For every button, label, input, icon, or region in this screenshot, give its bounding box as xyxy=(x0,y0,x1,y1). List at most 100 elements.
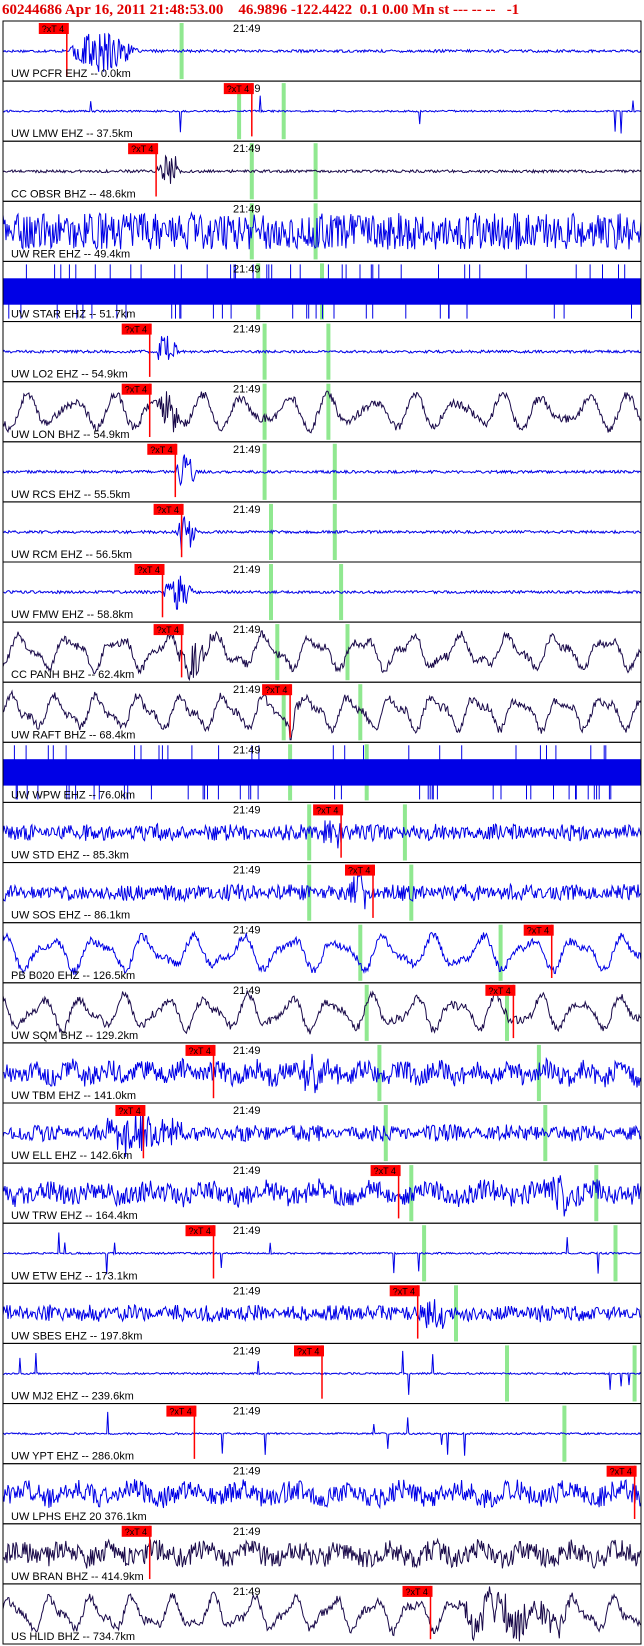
panel-frame xyxy=(2,1583,642,1645)
time-label: 21:49 xyxy=(233,865,261,877)
phase-marker xyxy=(262,443,267,500)
waveform-trace xyxy=(2,335,642,360)
phase-marker xyxy=(262,383,267,440)
time-label: 21:49 xyxy=(233,1466,261,1478)
waveform-trace xyxy=(2,454,642,487)
pick-label: ?xT 4 xyxy=(125,1527,147,1537)
phase-marker xyxy=(364,984,369,1041)
pick-label: ?xT 4 xyxy=(150,445,172,455)
station-label: UW SQM BHZ -- 129.2km xyxy=(11,1030,138,1042)
pick-label: ?xT 4 xyxy=(157,625,179,635)
pick-label: ?xT 4 xyxy=(297,1346,319,1356)
time-label: 21:49 xyxy=(233,1285,261,1297)
phase-marker xyxy=(358,924,363,981)
time-label: 21:49 xyxy=(233,1165,261,1177)
phase-marker xyxy=(326,383,331,440)
station-label: UW SBES EHZ -- 197.8km xyxy=(11,1330,142,1342)
pick-label: ?xT 4 xyxy=(189,1046,211,1056)
station-label: UW LO2 EHZ -- 54.9km xyxy=(11,369,128,381)
pick-label: ?xT 4 xyxy=(227,84,249,94)
waveform-trace xyxy=(3,575,642,610)
pick-box xyxy=(128,143,159,155)
phase-marker xyxy=(358,684,363,741)
pick-label: ?xT 4 xyxy=(169,1407,191,1417)
time-label: 21:49 xyxy=(233,504,261,516)
time-label: 21:49 xyxy=(233,444,261,456)
pick-box xyxy=(389,1285,420,1297)
pick-box xyxy=(134,564,165,575)
pick-box xyxy=(115,1105,146,1116)
station-label: US HLID BHZ -- 734.7km xyxy=(11,1631,135,1643)
waveform-trace xyxy=(2,1537,642,1570)
waveform-trace xyxy=(2,211,642,251)
waveform-trace xyxy=(2,870,642,910)
time-label: 21:49 xyxy=(233,203,261,215)
phase-marker xyxy=(498,924,503,981)
station-label: UW RCM EHZ -- 56.5km xyxy=(11,549,132,561)
pick-box xyxy=(166,1405,197,1417)
pick-label: ?xT 4 xyxy=(348,866,370,876)
phase-marker xyxy=(281,684,286,741)
phase-marker xyxy=(275,624,280,681)
time-label: 21:49 xyxy=(233,985,261,997)
station-label: PB B020 EHZ -- 126.5km xyxy=(11,970,135,982)
phase-marker xyxy=(409,864,414,921)
pick-label: ?xT 4 xyxy=(157,505,179,515)
pick-box xyxy=(121,383,152,395)
pick-box xyxy=(606,1465,637,1477)
pick-box xyxy=(370,1165,401,1177)
pick-label: ?xT 4 xyxy=(265,685,287,695)
waveform-trace xyxy=(2,1175,642,1217)
station-label: UW STD EHZ -- 85.3km xyxy=(11,850,129,862)
pick-label: ?xT 4 xyxy=(138,565,160,575)
waveform-trace xyxy=(2,516,642,550)
pick-label: ?xT 4 xyxy=(393,1286,415,1296)
pick-label: ?xT 4 xyxy=(189,1226,211,1236)
phase-marker xyxy=(339,564,344,621)
pick-label: ?xT 4 xyxy=(125,325,147,335)
waveform-trace xyxy=(2,820,642,849)
waveform-trace xyxy=(2,1299,642,1329)
pick-box xyxy=(262,684,293,696)
pick-box xyxy=(38,23,69,34)
pick-label: ?xT 4 xyxy=(374,1166,396,1176)
pick-box xyxy=(223,83,254,95)
pick-box xyxy=(153,624,184,636)
station-label: UW LPHS EHZ 20 376.1km xyxy=(11,1511,147,1523)
pick-box xyxy=(153,503,184,515)
waveform-trace xyxy=(2,1479,642,1510)
station-label: UW LON BHZ -- 54.9km xyxy=(11,429,130,441)
phase-marker xyxy=(377,1044,382,1101)
pick-label: ?xT 4 xyxy=(316,805,338,815)
station-label: UW ETW EHZ -- 173.1km xyxy=(11,1270,138,1282)
time-label: 21:49 xyxy=(233,684,261,696)
time-label: 21:49 xyxy=(233,324,261,336)
station-label: UW WPW EHZ -- 76.0km xyxy=(11,789,135,801)
time-label: 21:49 xyxy=(233,1105,261,1117)
station-label: UW LMW EHZ -- 37.5km xyxy=(11,128,133,140)
station-label: UW TRW EHZ -- 164.4km xyxy=(11,1210,138,1222)
phase-marker xyxy=(383,1105,388,1162)
pick-label: ?xT 4 xyxy=(610,1467,632,1477)
waveform-trace xyxy=(2,930,642,976)
pick-label: ?xT 4 xyxy=(406,1587,428,1597)
time-label: 21:49 xyxy=(233,564,261,576)
station-label: UW STAR EHZ -- 51.7km xyxy=(11,309,135,321)
pick-label: ?xT 4 xyxy=(118,1106,140,1116)
station-label: UW MJ2 EHZ -- 239.6km xyxy=(11,1391,134,1403)
time-label: 21:49 xyxy=(233,23,261,35)
time-label: 21:49 xyxy=(233,624,261,636)
pick-box xyxy=(185,1225,216,1237)
time-label: 21:49 xyxy=(233,744,261,756)
waveform-trace xyxy=(2,32,642,72)
station-label: UW PCFR EHZ -- 0.0km xyxy=(11,68,131,80)
waveform-trace xyxy=(2,1411,642,1456)
pick-label: ?xT 4 xyxy=(42,24,64,34)
station-label: UW TBM EHZ -- 141.0km xyxy=(11,1090,136,1102)
station-label: UW BRAN BHZ -- 414.9km xyxy=(11,1571,144,1583)
waveform-trace xyxy=(2,630,642,682)
waveform-trace xyxy=(2,989,642,1035)
time-label: 21:49 xyxy=(233,143,261,155)
station-label: CC OBSR BHZ -- 48.6km xyxy=(11,188,136,200)
